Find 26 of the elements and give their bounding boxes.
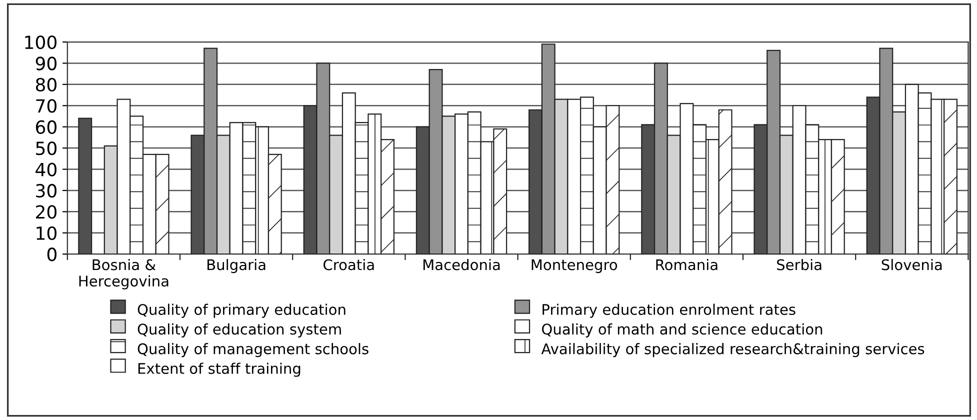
y-tick-label: 100 bbox=[25, 35, 56, 50]
y-tick-label: 40 bbox=[36, 162, 56, 176]
x-tick-label: Montenegro bbox=[532, 259, 618, 274]
y-tick-label: 80 bbox=[36, 78, 56, 92]
y-tick-label: 60 bbox=[36, 120, 56, 134]
y-tick-label: 0 bbox=[47, 248, 56, 262]
y-tick-label: 20 bbox=[36, 205, 56, 219]
legend-label: Primary education enrolment rates bbox=[542, 304, 796, 318]
y-tick-label: 10 bbox=[36, 226, 56, 240]
y-tick-label: 50 bbox=[36, 142, 56, 156]
legend-label: Quality of math and science education bbox=[542, 323, 822, 338]
x-tick-label: Macedonia bbox=[423, 258, 500, 270]
legend-label: Quality of management schools bbox=[138, 343, 368, 358]
y-tick-label: 70 bbox=[36, 99, 56, 113]
x-tick-label: Bulgaria bbox=[208, 258, 266, 274]
legend-label: Quality of education system bbox=[138, 323, 341, 338]
x-tick-label: Serbia bbox=[777, 258, 822, 270]
legend-label: Availability of specialized research&training services bbox=[541, 343, 924, 358]
y-tick-label: 30 bbox=[36, 184, 56, 198]
x-tick-label: Slovenia bbox=[882, 258, 942, 270]
legend-label: Extent of staff training bbox=[138, 362, 300, 377]
x-tick-label: Croatia bbox=[324, 258, 374, 270]
legend-label: Quality of primary education bbox=[138, 304, 346, 318]
x-tick-label: Bosnia & Hercegovina bbox=[79, 258, 168, 290]
y-tick-label: 90 bbox=[36, 56, 56, 70]
x-tick-label: Romania bbox=[656, 258, 718, 270]
